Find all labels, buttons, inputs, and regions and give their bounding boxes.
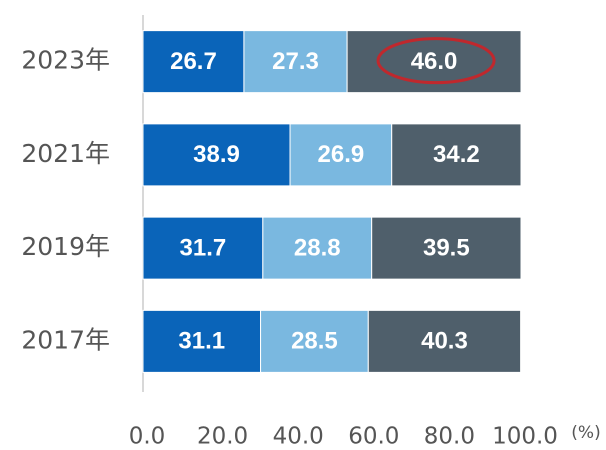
x-tick-label: 20.0 [197, 424, 248, 450]
x-tick-label: 100.0 [492, 424, 558, 450]
x-axis-unit: (%) [571, 423, 600, 443]
data-label: 46.0 [411, 48, 458, 75]
category-label: 2017年 [21, 325, 110, 354]
bar-segment [142, 216, 264, 280]
data-label: 34.2 [433, 141, 480, 168]
category-label: 2021年 [21, 139, 110, 168]
data-label: 26.9 [318, 141, 365, 168]
bar-segment [391, 123, 522, 187]
category-label: 2019年 [21, 232, 110, 261]
category-label: 2023年 [21, 46, 110, 75]
x-tick-label: 80.0 [424, 424, 475, 450]
bar-segment [243, 30, 348, 94]
data-label: 40.3 [421, 328, 468, 355]
bar-segment [367, 309, 522, 373]
x-tick-label: 60.0 [348, 424, 399, 450]
data-label: 28.8 [294, 234, 341, 261]
data-label: 28.5 [291, 328, 338, 355]
bar-segment [260, 309, 369, 373]
x-tick-label: 0.0 [129, 424, 166, 450]
bar-segment [371, 216, 522, 280]
data-label: 26.7 [170, 48, 217, 75]
bar-segment [289, 123, 393, 187]
bar-segment [142, 123, 291, 187]
x-tick-label: 40.0 [273, 424, 324, 450]
data-label: 31.7 [180, 234, 227, 261]
bar-segment [142, 30, 245, 94]
data-label: 27.3 [272, 48, 319, 75]
data-label: 38.9 [193, 141, 240, 168]
data-label: 39.5 [423, 234, 470, 261]
bar-segment [262, 216, 373, 280]
highlight-circle [376, 37, 496, 85]
data-label: 31.1 [178, 328, 225, 355]
